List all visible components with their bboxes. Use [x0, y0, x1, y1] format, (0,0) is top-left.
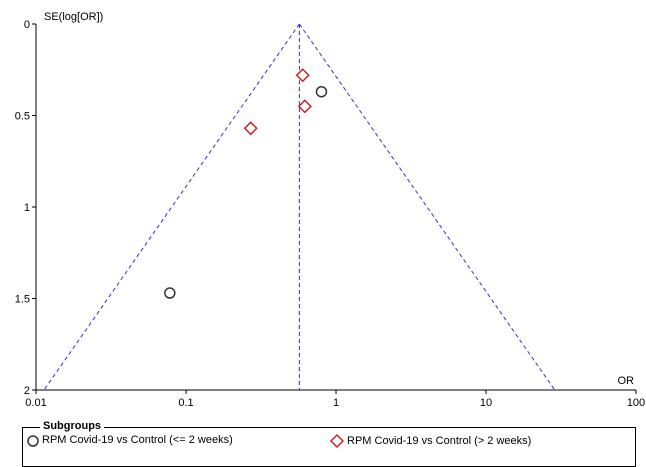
y-tick-label-1: 0.5 [15, 111, 30, 123]
funnel-lines [43, 23, 556, 391]
y-tick-label-2: 1 [24, 202, 30, 214]
x-tick-label-4: 100 [627, 397, 645, 409]
circle-marker-icon [27, 434, 39, 447]
axes: 0 0.5 1 1.5 2 0.01 0.1 1 10 100 SE(log[OR]) OR [15, 11, 645, 409]
legend-item-le-2-weeks: RPM Covid-19 vs Control (<= 2 weeks) [27, 434, 233, 447]
legend-label-le-2-weeks: RPM Covid-19 vs Control (<= 2 weeks) [42, 434, 233, 446]
point-series1-2 [243, 121, 258, 136]
funnel-plot: 0 0.5 1 1.5 2 0.01 0.1 1 10 100 SE(log[OR]) OR [15, 11, 645, 409]
x-tick-label-3: 10 [480, 397, 492, 409]
funnel-left-line [43, 23, 300, 391]
point-series0-1 [164, 287, 176, 299]
y-tick-label-4: 2 [24, 385, 30, 397]
point-series1-1 [297, 99, 312, 114]
legend-item-gt-2-weeks: RPM Covid-19 vs Control (> 2 weeks) [330, 434, 531, 448]
y-axis-title: SE(log[OR]) [44, 11, 103, 23]
point-series0-0 [315, 85, 328, 98]
legend-box [22, 427, 636, 467]
y-ticks: 0 0.5 1 1.5 2 [15, 19, 36, 397]
funnel-right-line [298, 23, 556, 391]
legend-title: Subgroups [40, 420, 105, 433]
x-tick-label-1: 0.1 [178, 397, 193, 409]
x-axis-title: OR [618, 375, 635, 387]
legend-label-gt-2-weeks: RPM Covid-19 vs Control (> 2 weeks) [347, 434, 532, 447]
x-tick-label-0: 0.01 [25, 397, 46, 409]
y-tick-label-3: 1.5 [15, 294, 30, 306]
x-ticks: 0.01 0.1 1 10 100 [25, 390, 645, 409]
diamond-marker-icon [330, 434, 344, 448]
x-tick-label-2: 1 [333, 397, 339, 409]
y-tick-label-0: 0 [24, 19, 30, 31]
point-series1-0 [295, 68, 310, 83]
data-points [164, 68, 328, 299]
